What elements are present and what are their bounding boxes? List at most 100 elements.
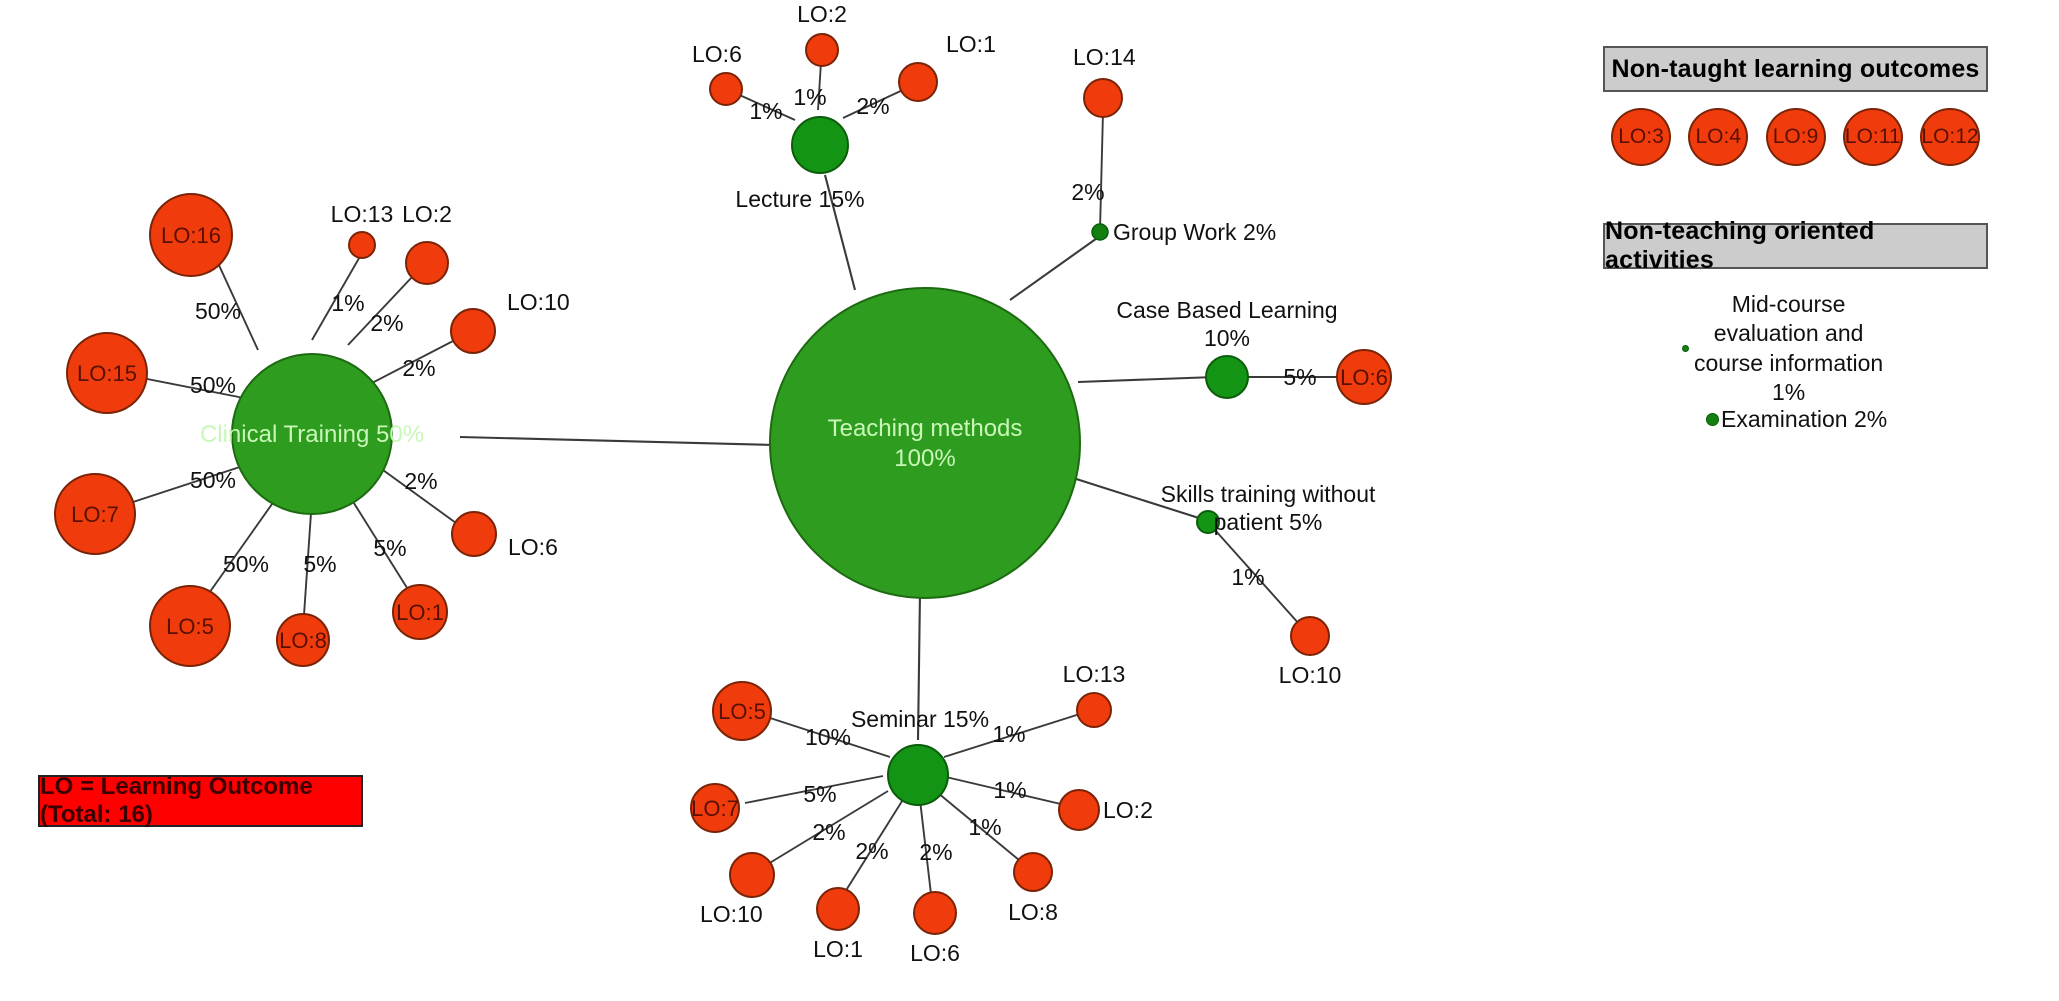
label-lo10-skills: LO:10 xyxy=(1279,662,1342,688)
node-lo6-lecture[interactable] xyxy=(709,72,743,106)
pct-seminar-lo10: 2% xyxy=(812,819,845,845)
pct-skills-lo10: 1% xyxy=(1231,564,1264,590)
node-group-work[interactable] xyxy=(1091,223,1109,241)
edge-clinical-lo8 xyxy=(303,512,312,616)
node-lo6-cbl[interactable] xyxy=(1336,349,1392,405)
node-lo13-clinical[interactable] xyxy=(348,231,376,259)
edge-seminar-lo8 xyxy=(937,792,1020,861)
node-teaching-methods-label-1: Teaching methods xyxy=(828,415,1023,442)
node-lo10-skills[interactable] xyxy=(1290,616,1330,656)
node-teaching-methods-label-2: 100% xyxy=(894,445,955,472)
node-lecture[interactable] xyxy=(791,116,849,174)
legend-circle-lo3[interactable]: LO:3 xyxy=(1611,108,1671,166)
edge-root-groupwork xyxy=(1009,235,1101,301)
legend-circle-lo4[interactable]: LO:4 xyxy=(1688,108,1749,166)
edge-clinical-lo6 xyxy=(371,461,457,524)
edge-lecture-lo2 xyxy=(817,61,822,111)
node-lo2-seminar[interactable] xyxy=(1058,789,1100,831)
label-lo2-seminar: LO:2 xyxy=(1103,797,1153,823)
midcourse-line-1: Mid-course xyxy=(1731,291,1846,317)
pct-seminar-lo7: 5% xyxy=(803,781,836,807)
node-lo1-clinical[interactable] xyxy=(392,584,448,640)
node-seminar[interactable] xyxy=(887,744,949,806)
edge-lecture-lo6 xyxy=(734,92,796,121)
node-lo5-seminar[interactable] xyxy=(712,681,772,741)
node-lo7-seminar[interactable] xyxy=(690,783,740,833)
node-lo1-lecture[interactable] xyxy=(898,62,938,102)
node-lo2-clinical[interactable] xyxy=(405,241,449,285)
node-lo16-clinical[interactable] xyxy=(149,193,233,277)
node-lo8-clinical[interactable] xyxy=(276,613,330,667)
pct-clinical-lo1: 5% xyxy=(373,535,406,561)
edge-root-lecture xyxy=(823,174,857,291)
node-clinical-training[interactable] xyxy=(231,353,393,515)
edge-clinical-lo7 xyxy=(126,462,253,505)
node-lo6-seminar[interactable] xyxy=(913,891,957,935)
activity-examination[interactable]: Examination 2% xyxy=(1706,405,1887,434)
pct-lecture-lo1: 2% xyxy=(856,93,889,119)
pct-seminar-lo1: 2% xyxy=(855,838,888,864)
pct-cbl-lo6: 5% xyxy=(1283,364,1316,390)
legend-circle-lo9[interactable]: LO:9 xyxy=(1765,108,1826,166)
node-lo7-clinical[interactable] xyxy=(54,473,136,555)
non-teaching-activities-list: Mid-course evaluation and course informa… xyxy=(1603,280,1988,450)
label-lo10-clinical: LO:10 xyxy=(507,289,570,315)
label-lo2-lecture: LO:2 xyxy=(797,1,847,27)
legend-circle-lo12[interactable]: LO:12 xyxy=(1920,108,1980,166)
node-lo13-seminar[interactable] xyxy=(1076,692,1112,728)
green-dot-icon xyxy=(1706,413,1719,427)
midcourse-line-4: 1% xyxy=(1771,379,1806,406)
label-lo5-clinical: LO:5 xyxy=(166,614,214,639)
pct-seminar-lo8: 1% xyxy=(968,814,1001,840)
node-lo14-groupwork[interactable] xyxy=(1083,78,1123,118)
pct-seminar-lo13: 1% xyxy=(992,721,1025,747)
edge-clinical-lo5 xyxy=(206,496,278,597)
node-lo6-clinical[interactable] xyxy=(451,511,497,557)
edge-seminar-lo13 xyxy=(943,712,1084,758)
label-skills-1: Skills training without xyxy=(1161,481,1376,507)
node-teaching-methods[interactable] xyxy=(769,287,1081,599)
non-taught-panel-header: Non-taught learning outcomes xyxy=(1603,46,1988,92)
edge-clinical-lo15 xyxy=(136,376,250,400)
label-lo7-clinical: LO:7 xyxy=(71,502,119,527)
node-case-based-learning[interactable] xyxy=(1205,355,1249,399)
pct-lecture-lo2: 1% xyxy=(793,84,826,110)
node-lo8-seminar[interactable] xyxy=(1013,852,1053,892)
legend-circle-lo11[interactable]: LO:11 xyxy=(1842,108,1903,166)
pct-seminar-lo2: 1% xyxy=(993,777,1026,803)
node-lo10-seminar[interactable] xyxy=(729,852,775,898)
label-lo2-clinical: LO:2 xyxy=(402,201,452,227)
label-lo1-clinical: LO:1 xyxy=(396,600,444,625)
pct-clinical-lo10: 2% xyxy=(402,355,435,381)
node-lo5-clinical[interactable] xyxy=(149,585,231,667)
node-lo1-seminar[interactable] xyxy=(816,887,860,931)
pct-clinical-lo16: 50% xyxy=(195,298,241,324)
pct-clinical-lo7: 50% xyxy=(190,467,236,493)
pct-seminar-lo5: 10% xyxy=(805,724,851,750)
node-lo10-clinical[interactable] xyxy=(450,308,496,354)
activity-mid-course-evaluation[interactable]: Mid-course evaluation and course informa… xyxy=(1682,290,1883,408)
label-lo8-clinical: LO:8 xyxy=(279,628,327,653)
label-lo15-clinical: LO:15 xyxy=(77,361,137,386)
pct-clinical-lo2: 2% xyxy=(370,310,403,336)
edge-group xyxy=(126,61,1337,895)
green-dot-icon xyxy=(1682,345,1689,353)
edge-clinical-lo16 xyxy=(211,249,259,351)
edge-skills-lo10 xyxy=(1214,529,1301,626)
node-lo15-clinical[interactable] xyxy=(66,332,148,414)
node-lo2-lecture[interactable] xyxy=(805,33,839,67)
edge-lecture-lo1 xyxy=(842,87,908,119)
pct-clinical-lo13: 1% xyxy=(331,290,364,316)
edge-seminar-lo1 xyxy=(844,797,905,893)
label-lo5-seminar: LO:5 xyxy=(718,699,766,724)
label-lo16-clinical: LO:16 xyxy=(161,223,221,248)
pct-seminar-lo6: 2% xyxy=(919,839,952,865)
midcourse-line-3: course information xyxy=(1694,349,1884,376)
label-lo6-clinical: LO:6 xyxy=(508,534,558,560)
midcourse-line-2: evaluation and xyxy=(1713,320,1864,347)
edge-clinical-lo1 xyxy=(351,499,410,592)
pct-lecture-lo6: 1% xyxy=(749,98,782,124)
node-skills-training[interactable] xyxy=(1196,510,1220,534)
